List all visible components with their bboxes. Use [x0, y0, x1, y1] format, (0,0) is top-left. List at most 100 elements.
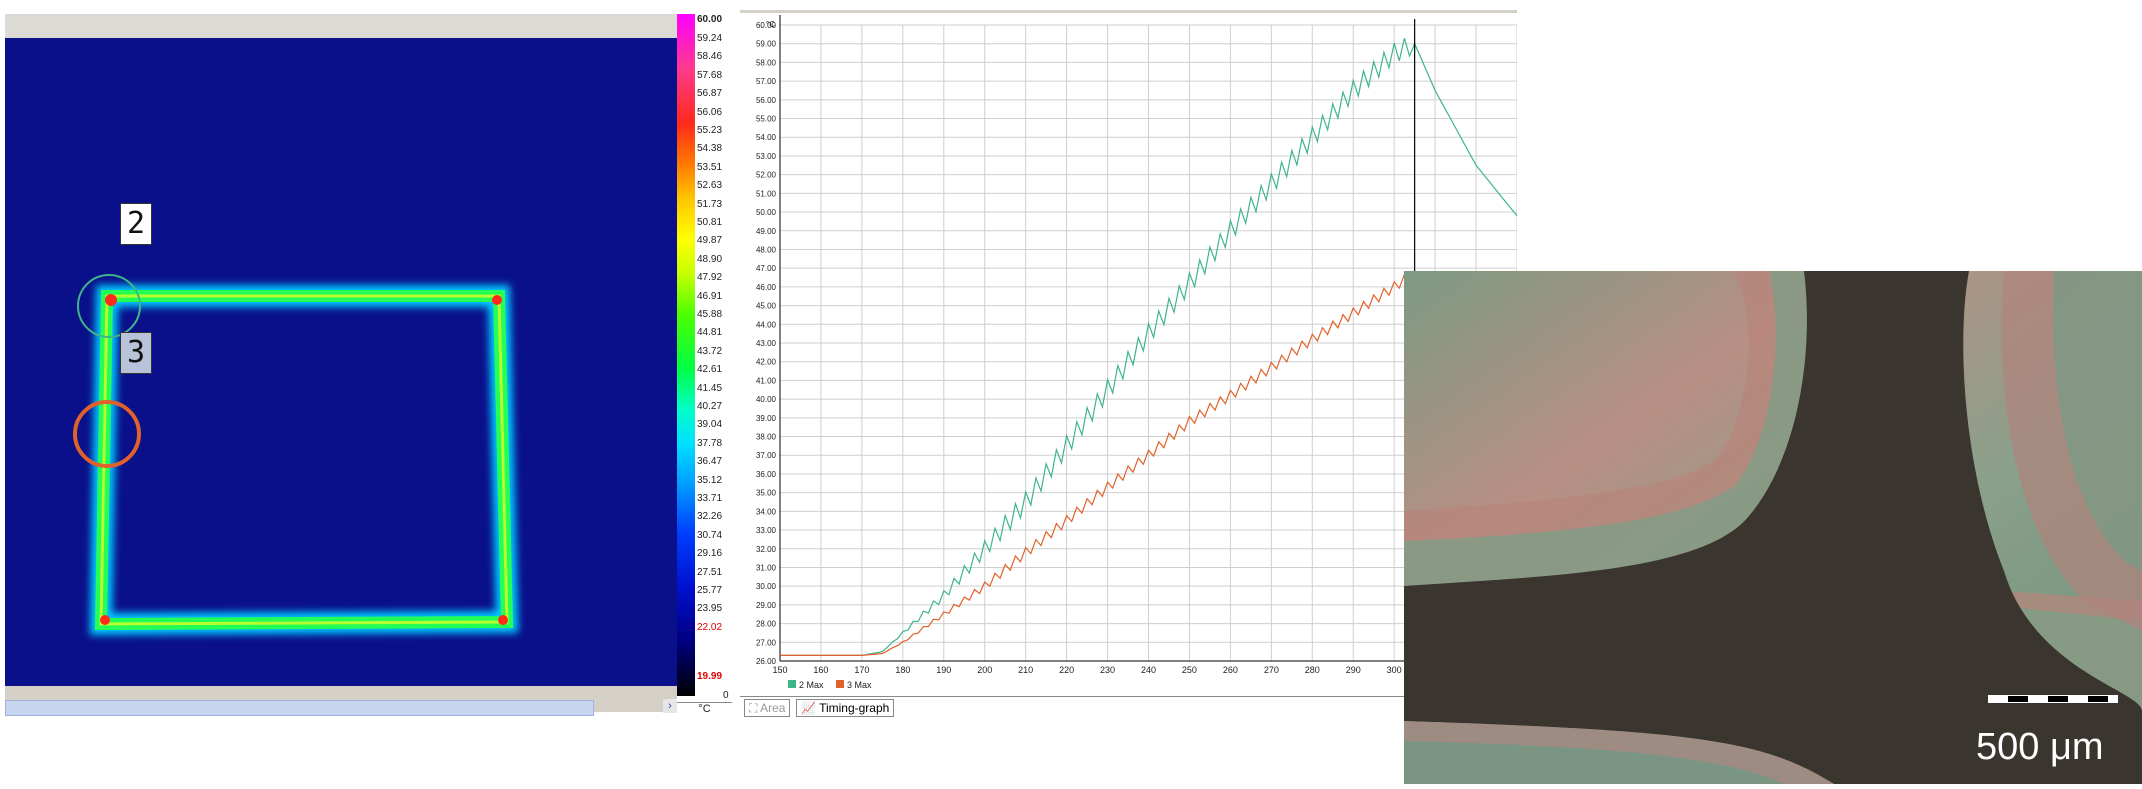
colorbar-tick: 44.81: [697, 327, 723, 339]
y-tick-label: 55.00: [756, 115, 777, 124]
y-tick-label: 57.00: [756, 77, 777, 86]
x-tick-label: 160: [813, 665, 828, 675]
y-tick-label: 60.00: [756, 21, 777, 30]
x-tick-label: 280: [1305, 665, 1320, 675]
area-icon: ⛶: [749, 701, 761, 715]
x-tick-label: 250: [1182, 665, 1197, 675]
y-tick-label: 44.00: [756, 320, 777, 329]
x-tick-label: 260: [1223, 665, 1238, 675]
y-tick-label: 47.00: [756, 264, 777, 273]
legend-label: 3 Max: [847, 680, 872, 690]
graph-icon: 📈: [801, 701, 820, 715]
colorbar-tick: 39.04: [697, 419, 723, 431]
colorbar-tick: 58.46: [697, 51, 723, 63]
legend-label: 2 Max: [799, 680, 824, 690]
x-tick-label: 150: [772, 665, 787, 675]
y-tick-label: 52.00: [756, 171, 777, 180]
microscope-image: [1404, 271, 2142, 784]
colorbar-tick: 47.92: [697, 272, 723, 284]
colorbar-tick: 59.24: [697, 33, 723, 44]
x-tick-label: 210: [1018, 665, 1033, 675]
series-line: [780, 38, 1518, 657]
tab-timing-graph[interactable]: 📈 Timing-graph: [796, 699, 895, 717]
colorbar-tick: 35.12: [697, 474, 723, 486]
spot-label-2: 2: [120, 203, 152, 245]
y-tick-label: 58.00: [756, 58, 777, 67]
colorbar-tick: 56.87: [697, 88, 723, 100]
x-tick-label: 220: [1059, 665, 1074, 675]
x-tick-label: 300: [1387, 665, 1402, 675]
y-tick-label: 28.00: [756, 620, 777, 629]
x-tick-label: 230: [1100, 665, 1115, 675]
colorbar-tick: 49.87: [697, 235, 723, 247]
colorbar-tick: 54.38: [697, 143, 723, 155]
y-tick-label: 30.00: [756, 582, 777, 591]
measure-spot-3[interactable]: [73, 400, 141, 468]
temperature-chart[interactable]: 26.00 27.00 28.00 29.00 30.00 31.00 32.00 33.00…: [740, 13, 1518, 699]
x-tick-label: 180: [895, 665, 910, 675]
colorbar-tick: 32.26: [697, 511, 723, 523]
x-tick-label: 240: [1141, 665, 1156, 675]
y-tick-label: 59.00: [756, 40, 777, 49]
spot-label-3: 3: [120, 332, 152, 374]
legend-swatch: [836, 680, 844, 688]
tab-area-label: Area: [760, 701, 786, 715]
timing-graph-panel: 26.00 27.00 28.00 29.00 30.00 31.00 32.00 33.00…: [740, 10, 1518, 719]
y-tick-label: 53.00: [756, 152, 777, 161]
y-tick-label: 33.00: [756, 526, 777, 535]
y-tick-label: 32.00: [756, 545, 777, 554]
colorbar-tick: 41.45: [697, 382, 723, 394]
series-line: [780, 270, 1518, 657]
colorbar-tick: 57.68: [697, 69, 723, 81]
thermal-image-panel: 2 3 ›: [5, 14, 677, 716]
colorbar-tick: 40.27: [697, 401, 723, 412]
measure-spot-2[interactable]: [77, 274, 141, 338]
colorbar-tick: 22.02: [697, 621, 723, 633]
scroll-right-arrow-icon[interactable]: ›: [663, 699, 677, 713]
y-tick-label: 56.00: [756, 96, 777, 105]
y-tick-label: 42.00: [756, 358, 777, 367]
colorbar-tick: 55.23: [697, 125, 723, 136]
y-tick-label: 46.00: [756, 283, 777, 292]
y-tick-label: 38.00: [756, 433, 777, 442]
colorbar-tick: 48.90: [697, 253, 723, 265]
x-tick-label: 190: [936, 665, 951, 675]
y-axis-unit: °C: [766, 20, 775, 29]
colorbar-max: 60.00: [697, 14, 723, 25]
thermal-toolbar: [5, 14, 677, 39]
hot-spot: [100, 615, 110, 625]
horizontal-scrollbar[interactable]: [5, 700, 594, 716]
y-tick-label: 34.00: [756, 507, 777, 516]
colorbar-tick: 42.61: [697, 364, 723, 376]
colorbar-unit: °C: [677, 702, 732, 717]
y-tick-label: 36.00: [756, 470, 777, 479]
y-tick-label: 37.00: [756, 451, 777, 460]
microscope-photo: [1404, 271, 2142, 784]
y-tick-label: 41.00: [756, 376, 777, 385]
colorbar-tick: 52.63: [697, 180, 723, 192]
y-tick-label: 45.00: [756, 302, 777, 311]
colorbar-tick: 45.88: [697, 309, 723, 320]
colorbar-tick: 27.51: [697, 566, 723, 578]
colorbar-tick: 50.81: [697, 217, 723, 228]
y-tick-label: 31.00: [756, 563, 777, 572]
tab-area[interactable]: ⛶ Area: [744, 699, 791, 717]
y-tick-label: 54.00: [756, 133, 777, 142]
y-tick-label: 35.00: [756, 489, 777, 498]
hot-spot: [492, 295, 502, 305]
colorbar-tick: 29.16: [697, 548, 723, 560]
y-tick-label: 49.00: [756, 227, 777, 236]
colorbar-tick: 30.74: [697, 529, 723, 541]
y-tick-label: 29.00: [756, 601, 777, 610]
x-tick-label: 170: [854, 665, 869, 675]
y-tick-label: 26.00: [756, 657, 777, 666]
thermal-image[interactable]: [5, 38, 677, 686]
hot-spot: [498, 615, 508, 625]
colorbar-tick: 51.73: [697, 198, 723, 210]
x-tick-label: 290: [1346, 665, 1361, 675]
colorbar-min: 19.99: [697, 671, 723, 682]
colorbar-tick: 23.95: [697, 603, 723, 615]
legend-swatch: [788, 680, 796, 688]
colorbar-tick: 33.71: [697, 493, 723, 504]
y-tick-label: 43.00: [756, 339, 777, 348]
